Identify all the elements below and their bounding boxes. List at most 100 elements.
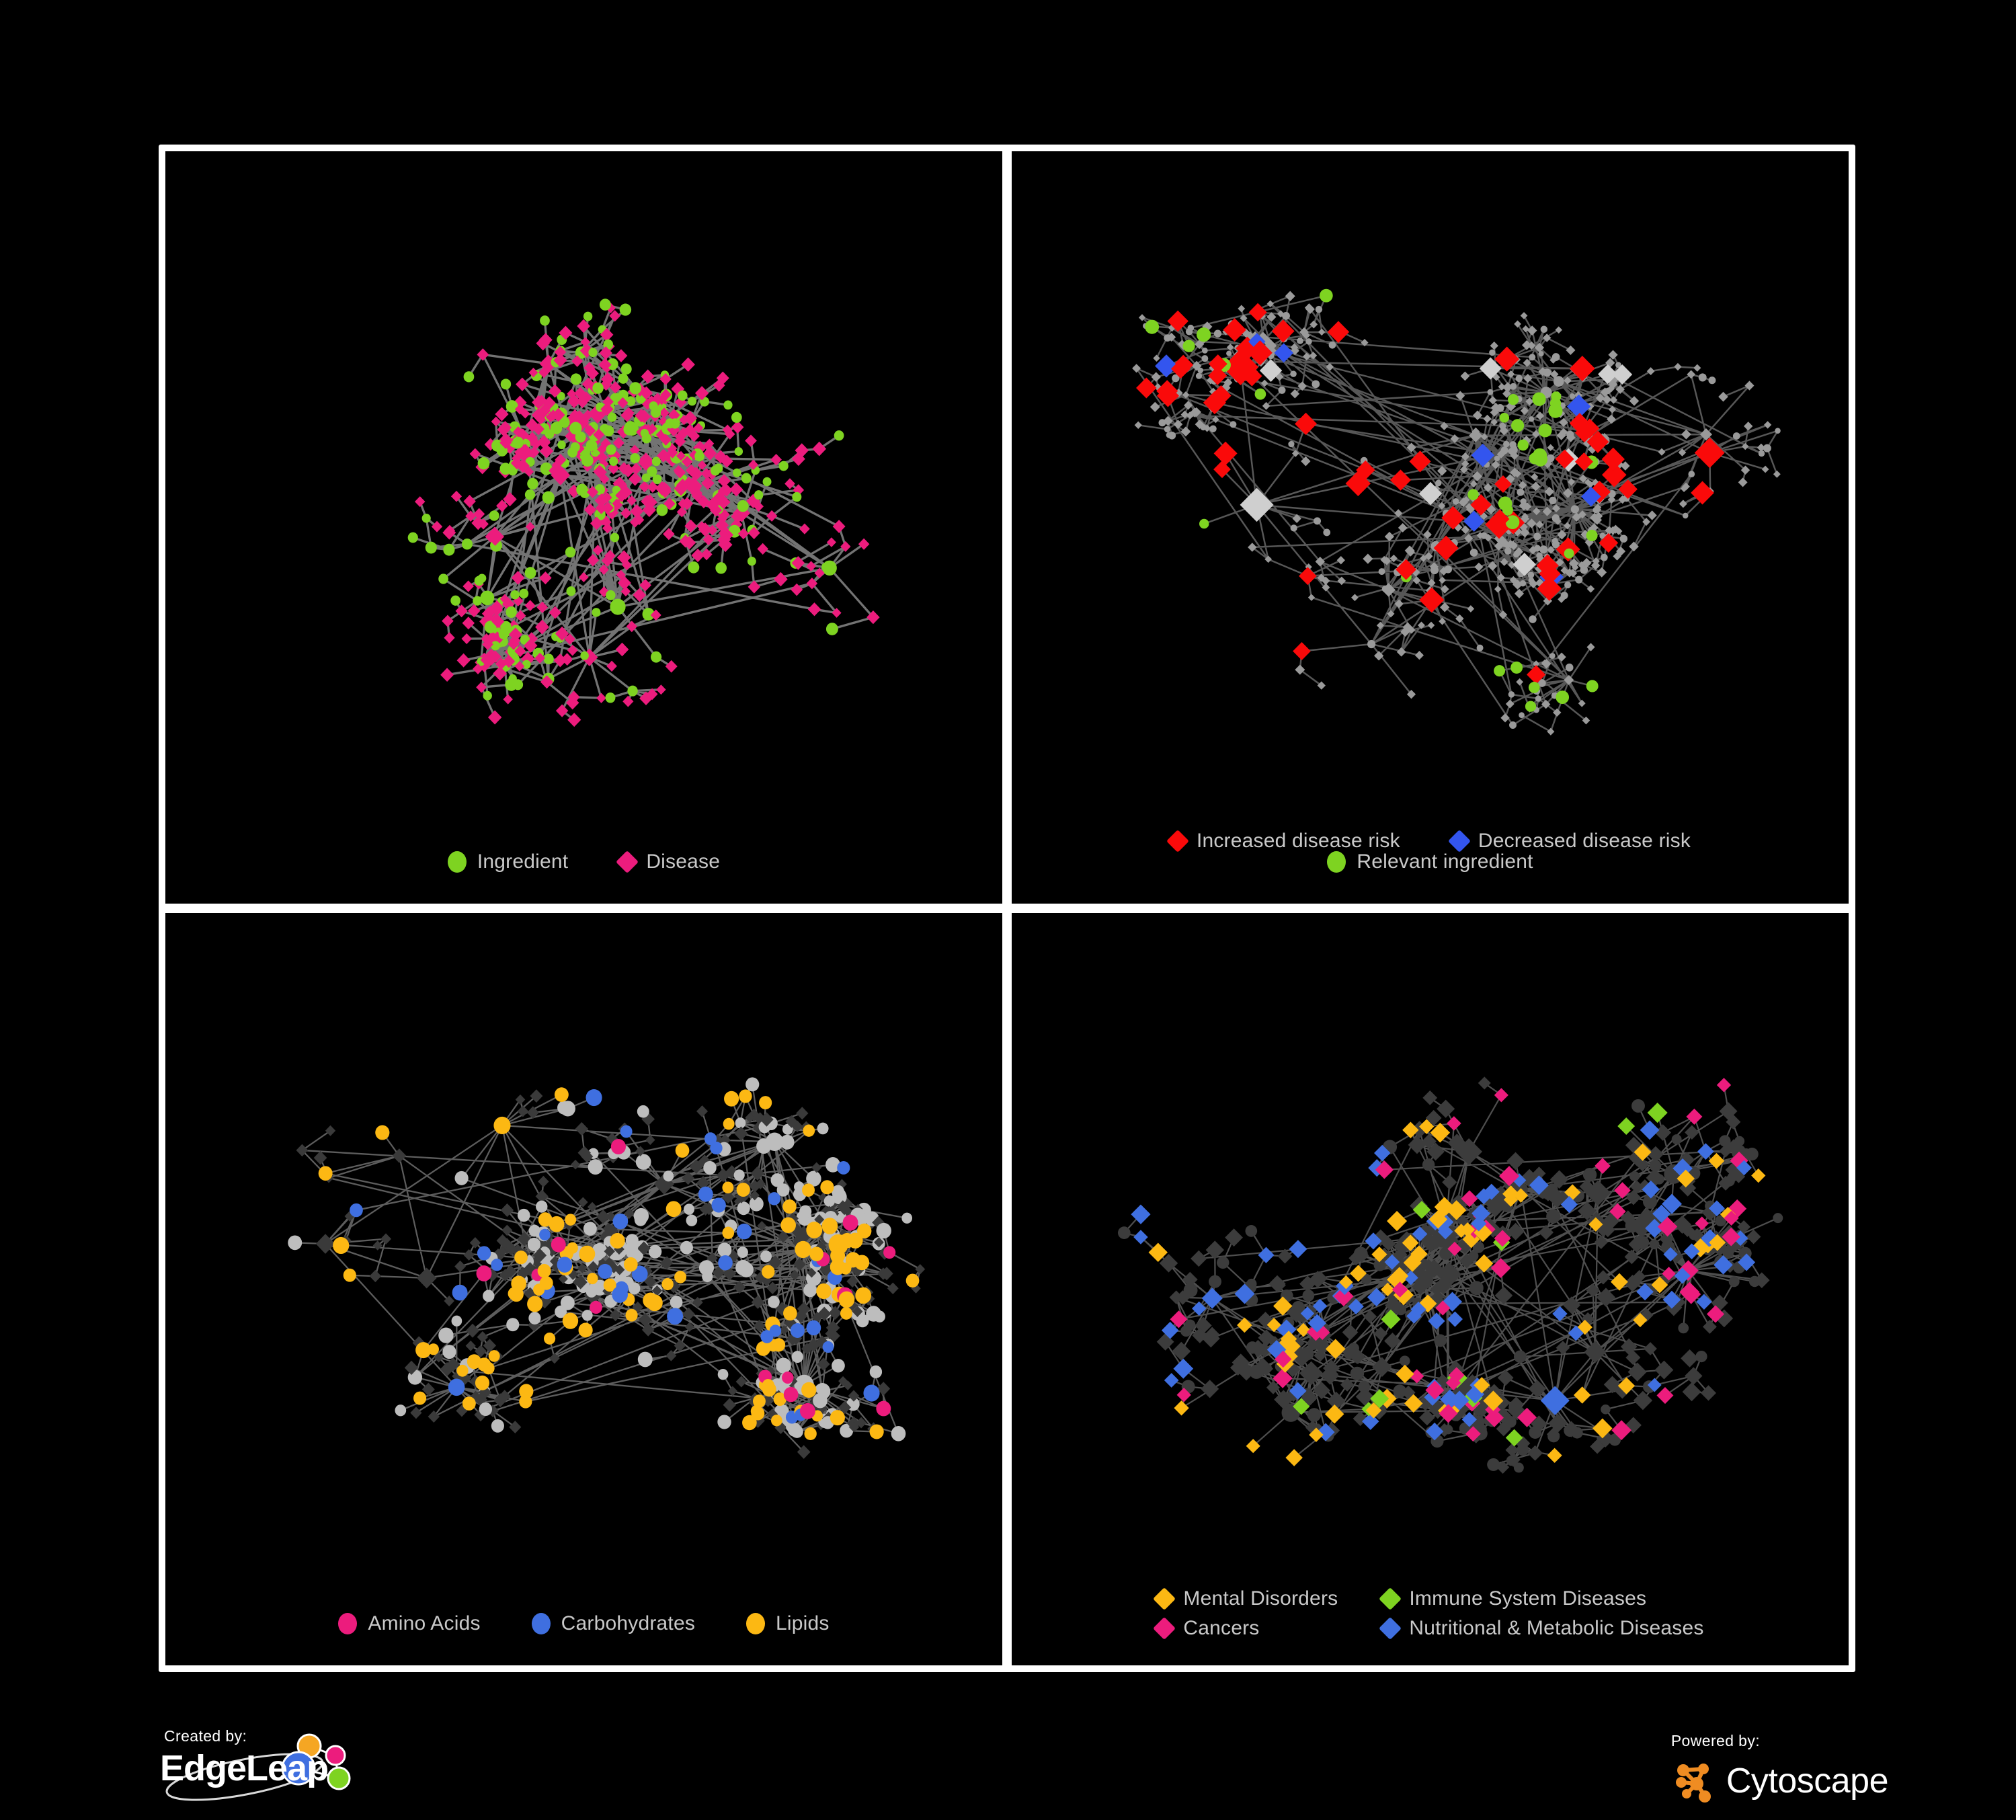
network-node-nutritional-metabolic[interactable] bbox=[1133, 1230, 1148, 1244]
network-node-background-ingredient[interactable] bbox=[1314, 517, 1322, 525]
network-node-ingredient[interactable] bbox=[499, 463, 512, 475]
network-node-immune-system[interactable] bbox=[1505, 1429, 1523, 1447]
network-node-lipids[interactable] bbox=[318, 1166, 333, 1181]
network-node-background-disease[interactable] bbox=[369, 1269, 382, 1283]
network-node-background-disease[interactable] bbox=[1467, 605, 1475, 612]
network-node-background-ingredient[interactable] bbox=[891, 1426, 906, 1441]
network-node-background-ingredient[interactable] bbox=[1575, 576, 1583, 584]
network-node-lipids[interactable] bbox=[762, 1379, 774, 1392]
cytoscape-logo[interactable]: Powered by: Cytoscape bbox=[1671, 1733, 1889, 1805]
network-node-ingredient[interactable] bbox=[651, 457, 661, 467]
network-node-amino-acids[interactable] bbox=[876, 1400, 891, 1417]
network-node-lipids[interactable] bbox=[771, 1415, 782, 1427]
network-node-lipids[interactable] bbox=[562, 1312, 579, 1329]
network-node-background-disease[interactable] bbox=[733, 1280, 746, 1294]
network-node-background-ingredient[interactable] bbox=[1678, 1322, 1689, 1334]
network-node-ingredient[interactable] bbox=[519, 588, 529, 599]
network-node-background-disease[interactable] bbox=[1509, 576, 1518, 584]
network-node-background-disease[interactable] bbox=[1238, 305, 1246, 313]
network-node-background-ingredient[interactable] bbox=[1763, 444, 1771, 452]
network-node-ingredient[interactable] bbox=[641, 473, 651, 483]
network-node-mental-disorders[interactable] bbox=[1309, 1427, 1324, 1442]
network-node-disease[interactable] bbox=[463, 494, 476, 508]
network-node-background-disease[interactable] bbox=[1579, 474, 1588, 483]
network-node-background-disease[interactable] bbox=[1773, 470, 1781, 478]
network-node-disease[interactable] bbox=[487, 710, 502, 725]
network-node-background-disease[interactable] bbox=[1363, 553, 1373, 564]
network-node-disease[interactable] bbox=[456, 653, 471, 668]
network-node-background-disease[interactable] bbox=[1132, 364, 1141, 373]
network-node-background-disease[interactable] bbox=[1681, 1349, 1699, 1368]
network-node-disease[interactable] bbox=[622, 407, 635, 419]
network-node-disease[interactable] bbox=[674, 481, 688, 496]
network-node-decreased-risk[interactable] bbox=[1155, 354, 1178, 378]
network-node-disease[interactable] bbox=[524, 638, 538, 653]
network-node-background-disease[interactable] bbox=[1586, 1283, 1600, 1298]
network-node-lipids[interactable] bbox=[804, 1427, 817, 1441]
network-node-background-disease[interactable] bbox=[1326, 1391, 1346, 1411]
network-node-disease[interactable] bbox=[612, 437, 624, 449]
network-node-relevant-ingredient[interactable] bbox=[1508, 394, 1519, 405]
network-node-relevant-ingredient[interactable] bbox=[1511, 419, 1525, 432]
network-node-disease[interactable] bbox=[549, 606, 561, 619]
network-node-background-ingredient[interactable] bbox=[1245, 1225, 1258, 1237]
network-node-background-disease[interactable] bbox=[465, 1323, 480, 1338]
network-node-background-disease[interactable] bbox=[760, 1112, 774, 1127]
network-node-lipids[interactable] bbox=[802, 1183, 815, 1197]
network-node-background-disease[interactable] bbox=[1624, 1249, 1640, 1265]
network-node-background-disease[interactable] bbox=[1248, 543, 1257, 552]
network-node-background-ingredient[interactable] bbox=[1213, 329, 1222, 338]
network-node-background-disease[interactable] bbox=[1150, 401, 1160, 412]
network-node-background-disease[interactable] bbox=[609, 1309, 622, 1322]
legend-item[interactable]: Immune System Diseases bbox=[1379, 1587, 1703, 1610]
network-node-cancers[interactable] bbox=[1662, 1267, 1676, 1281]
network-node-background-disease[interactable] bbox=[501, 1224, 513, 1236]
network-node-disease[interactable] bbox=[476, 681, 487, 693]
network-node-background-ingredient[interactable] bbox=[1615, 362, 1621, 368]
network-node-background-ingredient[interactable] bbox=[1117, 1226, 1131, 1240]
network-node-background-ingredient[interactable] bbox=[1551, 514, 1560, 522]
network-node-disease[interactable] bbox=[587, 553, 600, 567]
network-node-background-disease[interactable] bbox=[1295, 664, 1305, 675]
network-node-disease[interactable] bbox=[462, 580, 474, 592]
network-node-background-ingredient[interactable] bbox=[1489, 349, 1496, 356]
network-node-background-disease[interactable] bbox=[745, 1113, 755, 1123]
network-node-background-disease[interactable] bbox=[1414, 650, 1424, 660]
network-node-background-ingredient[interactable] bbox=[1381, 585, 1389, 593]
network-node-ingredient[interactable] bbox=[609, 457, 618, 466]
network-node-carbohydrates[interactable] bbox=[452, 1284, 468, 1301]
network-node-disease[interactable] bbox=[748, 526, 760, 539]
network-node-background-ingredient[interactable] bbox=[1565, 663, 1574, 672]
network-node-disease[interactable] bbox=[615, 642, 629, 657]
network-node-background-disease[interactable] bbox=[1535, 411, 1545, 420]
network-node-lipids[interactable] bbox=[509, 1286, 524, 1302]
network-node-disease[interactable] bbox=[465, 510, 477, 522]
network-node-ingredient[interactable] bbox=[731, 411, 742, 424]
network-node-disease[interactable] bbox=[555, 453, 567, 466]
network-node-ingredient[interactable] bbox=[463, 371, 475, 383]
network-node-lipids[interactable] bbox=[643, 1292, 658, 1309]
network-node-disease[interactable] bbox=[633, 588, 647, 602]
network-node-background-ingredient[interactable] bbox=[635, 1154, 651, 1170]
network-node-relevant-ingredient[interactable] bbox=[1467, 489, 1479, 500]
network-node-relevant-ingredient[interactable] bbox=[1320, 288, 1333, 303]
network-node-background-ingredient[interactable] bbox=[442, 1345, 456, 1359]
network-node-lipids[interactable] bbox=[543, 1332, 556, 1345]
network-node-background-disease[interactable] bbox=[778, 1324, 789, 1335]
network-node-background-ingredient[interactable] bbox=[739, 1262, 754, 1277]
network-node-disease[interactable] bbox=[490, 600, 503, 614]
network-node-amino-acids[interactable] bbox=[590, 1300, 602, 1314]
network-node-ingredient[interactable] bbox=[570, 442, 580, 452]
network-node-background-ingredient[interactable] bbox=[1249, 1364, 1264, 1379]
network-node-ingredient[interactable] bbox=[524, 489, 536, 500]
network-node-background-disease[interactable] bbox=[1498, 610, 1508, 619]
network-node-background-ingredient[interactable] bbox=[1476, 644, 1484, 651]
network-node-lipids[interactable] bbox=[674, 1271, 687, 1283]
network-node-ingredient[interactable] bbox=[630, 453, 640, 464]
network-node-mental-disorders[interactable] bbox=[1280, 1331, 1297, 1347]
network-node-disease[interactable] bbox=[540, 446, 551, 457]
network-node-relevant-ingredient[interactable] bbox=[1517, 439, 1529, 451]
network-node-background-disease[interactable] bbox=[1440, 602, 1450, 612]
network-node-cancers[interactable] bbox=[1439, 1404, 1458, 1423]
network-node-background-disease[interactable] bbox=[1525, 397, 1534, 406]
